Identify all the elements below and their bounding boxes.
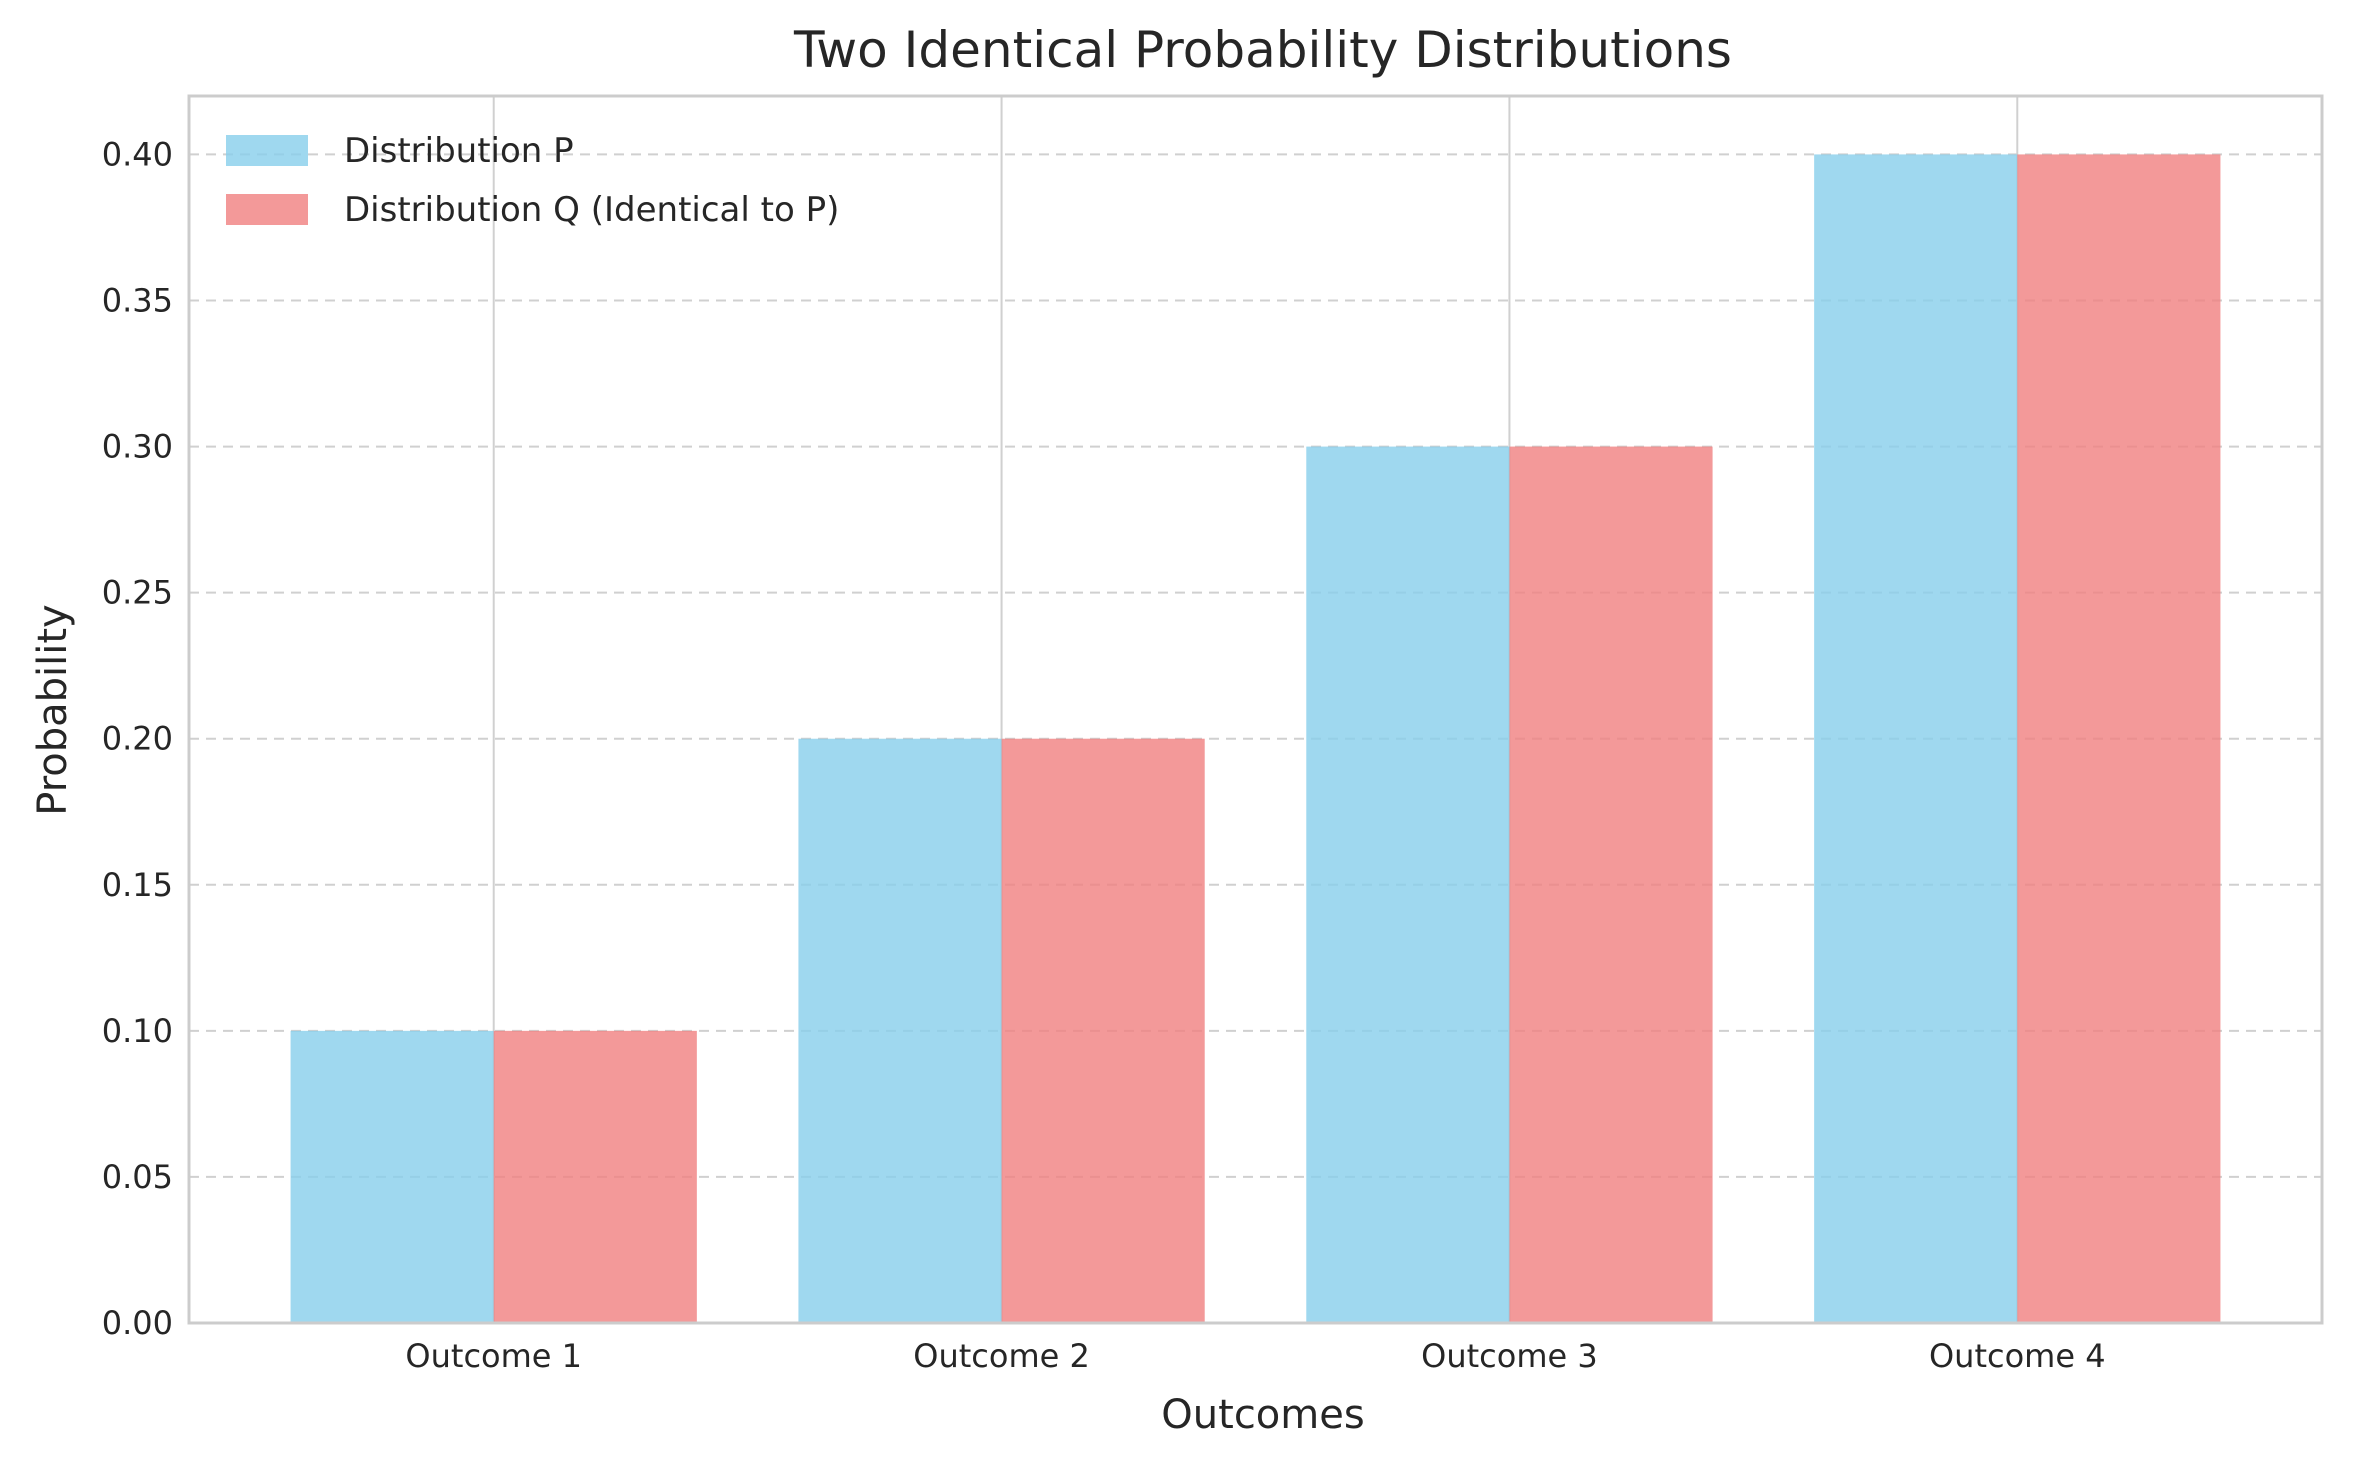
- bar-q-3: [1509, 446, 1713, 1324]
- bar-q-1: [493, 1030, 697, 1323]
- legend-swatch-q: [226, 194, 308, 225]
- y-tick-labels: 0.00 0.05 0.10 0.15 0.20 0.25 0.30 0.35 0.40: [102, 135, 173, 1342]
- x-tick-label: Outcome 3: [1421, 1337, 1598, 1375]
- plot-border: [187, 94, 2324, 1325]
- bar-q-4: [2017, 154, 2221, 1323]
- y-tick-label: 0.25: [102, 574, 173, 612]
- bars: [290, 154, 2221, 1324]
- legend-label-q: Distribution Q (Identical to P): [344, 190, 839, 230]
- y-tick-label: 0.00: [102, 1304, 173, 1342]
- y-tick-label: 0.15: [102, 866, 173, 904]
- x-tick-label: Outcome 4: [1929, 1337, 2106, 1375]
- y-tick-label: 0.10: [102, 1012, 173, 1050]
- legend: Distribution P Distribution Q (Identical…: [226, 131, 839, 230]
- y-axis-title: Probability: [30, 604, 76, 815]
- y-tick-label: 0.05: [102, 1158, 173, 1196]
- x-axis-title: Outcomes: [1161, 1392, 1364, 1438]
- legend-label-p: Distribution P: [344, 131, 574, 171]
- bar-p-4: [1814, 154, 2018, 1323]
- x-tick-label: Outcome 2: [913, 1337, 1090, 1375]
- bar-p-2: [798, 738, 1002, 1323]
- bar-p-1: [290, 1030, 494, 1323]
- legend-swatch-p: [226, 135, 308, 166]
- y-tick-label: 0.20: [102, 720, 173, 758]
- y-tick-label: 0.35: [102, 282, 173, 320]
- y-tick-label: 0.30: [102, 428, 173, 466]
- x-tick-labels: Outcome 1 Outcome 2 Outcome 3 Outcome 4: [405, 1337, 2105, 1375]
- bar-q-2: [1001, 738, 1205, 1323]
- bar-p-3: [1306, 446, 1510, 1324]
- chart-title: Two Identical Probability Distributions: [793, 21, 1732, 79]
- x-tick-label: Outcome 1: [405, 1337, 582, 1375]
- y-tick-label: 0.40: [102, 135, 173, 173]
